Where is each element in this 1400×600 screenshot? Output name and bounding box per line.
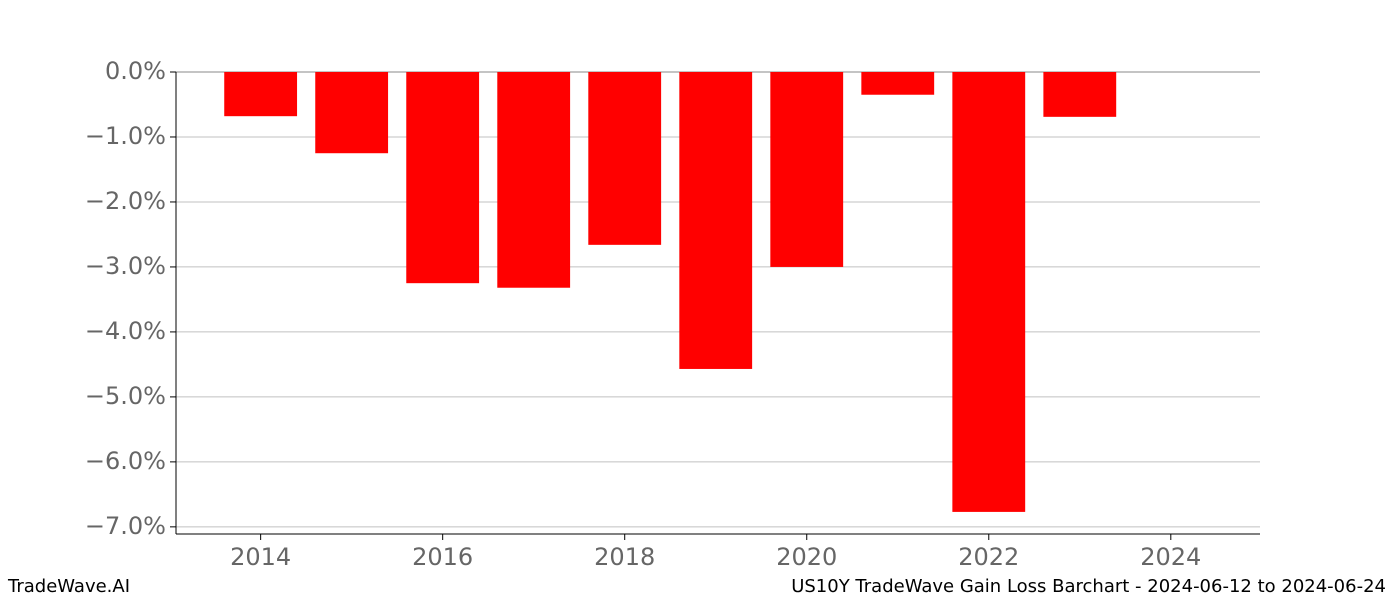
x-tick-label: 2018 (594, 543, 655, 571)
x-tick-label: 2014 (230, 543, 291, 571)
y-tick-label: −6.0% (85, 447, 166, 475)
bar (588, 72, 662, 245)
y-tick-label: −2.0% (85, 187, 166, 215)
watermark: TradeWave.AI (7, 576, 130, 597)
x-tick-label: 2024 (1140, 543, 1201, 571)
bar (770, 72, 844, 267)
bar (1043, 72, 1117, 117)
bar (861, 72, 935, 95)
bar (315, 72, 389, 154)
bar (952, 72, 1026, 512)
y-tick-label: 0.0% (105, 57, 166, 85)
y-tick-label: −5.0% (85, 382, 166, 410)
x-tick-label: 2020 (776, 543, 837, 571)
bar (406, 72, 480, 284)
chart-title: US10Y TradeWave Gain Loss Barchart - 202… (791, 576, 1386, 597)
bar (679, 72, 753, 369)
y-tick-label: −7.0% (85, 512, 166, 540)
bar (497, 72, 571, 288)
x-tick-label: 2022 (958, 543, 1019, 571)
y-tick-label: −1.0% (85, 122, 166, 150)
x-tick-label: 2016 (412, 543, 473, 571)
bar (224, 72, 298, 117)
y-tick-label: −4.0% (85, 317, 166, 345)
y-tick-label: −3.0% (85, 252, 166, 280)
